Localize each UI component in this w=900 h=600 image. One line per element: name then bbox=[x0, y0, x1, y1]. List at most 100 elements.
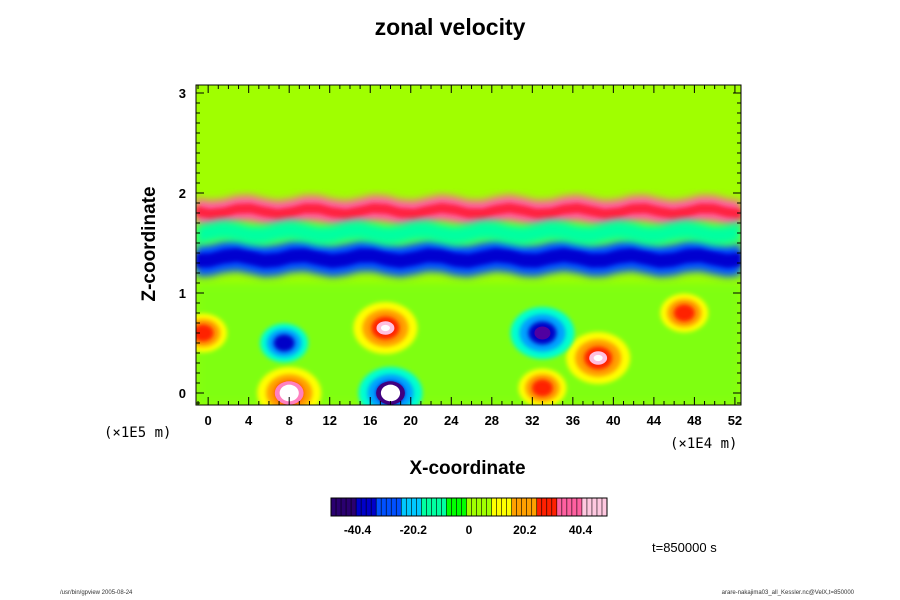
colorbar-segment bbox=[496, 498, 503, 516]
footer-source: arare-nakajima03_all_Kessler.nc@VelX,t=8… bbox=[721, 590, 854, 596]
plot-frame bbox=[195, 84, 742, 406]
y-tick-label: 0 bbox=[179, 386, 186, 401]
colorbar-segment bbox=[486, 498, 493, 516]
chart-title: zonal velocity bbox=[374, 14, 526, 40]
colorbar-segment bbox=[426, 498, 432, 516]
x-tick-label: 8 bbox=[286, 413, 293, 428]
colorbar-segment bbox=[491, 498, 498, 516]
heatmap-field bbox=[196, 85, 741, 405]
field-feature-3 bbox=[353, 302, 418, 354]
colorbar-segment bbox=[561, 498, 568, 516]
colorbar-segment bbox=[531, 498, 538, 516]
y-axis-unit: (×1E5 m) bbox=[104, 425, 172, 441]
x-tick-label: 4 bbox=[245, 413, 253, 428]
field-feature-10 bbox=[510, 307, 575, 359]
y-tick-label: 2 bbox=[179, 186, 186, 201]
field-feature-0 bbox=[196, 195, 741, 227]
colorbar-segment bbox=[471, 498, 478, 516]
colorbar-segment bbox=[521, 498, 528, 516]
colorbar-segment bbox=[341, 498, 347, 516]
x-tick-label: 28 bbox=[485, 413, 499, 428]
colorbar-segment bbox=[581, 498, 588, 516]
x-axis-label: X-coordinate bbox=[409, 458, 526, 479]
field-feature-9 bbox=[358, 367, 423, 405]
colorbar-tick-label: -20.2 bbox=[400, 523, 428, 537]
colorbar-segment bbox=[556, 498, 563, 516]
x-axis-unit: (×1E4 m) bbox=[670, 436, 738, 452]
colorbar-segment bbox=[421, 498, 427, 516]
colorbar-segment bbox=[396, 498, 402, 516]
colorbar: -40.4 -20.2 0 20.2 40.4 bbox=[330, 497, 608, 537]
colorbar-segment bbox=[331, 498, 337, 516]
colorbar-segment bbox=[351, 498, 357, 516]
colorbar-segment bbox=[536, 498, 543, 516]
colorbar-tick-label: 40.4 bbox=[569, 523, 593, 537]
colorbar-tick-label: 20.2 bbox=[513, 523, 537, 537]
colorbar-segment bbox=[336, 498, 342, 516]
field-feature-4 bbox=[660, 293, 709, 333]
x-axis: 0 4 8 12 16 20 24 28 32 36 40 44 48 52 bbox=[197, 85, 742, 428]
colorbar-segment bbox=[371, 498, 377, 516]
colorbar-segment bbox=[356, 498, 362, 516]
colorbar-segment bbox=[586, 498, 593, 516]
x-tick-label: 0 bbox=[205, 413, 212, 428]
field-feature-11 bbox=[260, 323, 309, 363]
x-tick-label: 44 bbox=[647, 413, 662, 428]
colorbar-segment bbox=[386, 498, 392, 516]
x-tick-label: 36 bbox=[566, 413, 580, 428]
colorbar-segment bbox=[571, 498, 578, 516]
colorbar-segment bbox=[401, 498, 407, 516]
colorbar-segment bbox=[566, 498, 573, 516]
field-feature-5 bbox=[196, 313, 228, 353]
colorbar-segment bbox=[466, 498, 473, 516]
field-feature-2 bbox=[196, 220, 741, 246]
colorbar-segment bbox=[596, 498, 603, 516]
colorbar-segment bbox=[511, 498, 518, 516]
colorbar-segment bbox=[446, 498, 452, 516]
colorbar-segment bbox=[506, 498, 513, 516]
x-tick-label: 16 bbox=[363, 413, 377, 428]
field-feature-6 bbox=[566, 332, 631, 384]
colorbar-segment bbox=[451, 498, 457, 516]
colorbar-segment bbox=[456, 498, 462, 516]
x-tick-label: 52 bbox=[728, 413, 742, 428]
colorbar-segment bbox=[576, 498, 583, 516]
y-tick-label: 3 bbox=[179, 86, 186, 101]
colorbar-segment bbox=[441, 498, 447, 516]
colorbar-segment bbox=[366, 498, 372, 516]
colorbar-segment bbox=[406, 498, 412, 516]
x-tick-label: 24 bbox=[444, 413, 459, 428]
field-feature-8 bbox=[257, 367, 322, 405]
x-tick-label: 32 bbox=[525, 413, 539, 428]
time-label: t=850000 s bbox=[652, 540, 717, 555]
colorbar-segment bbox=[346, 498, 352, 516]
colorbar-segment bbox=[376, 498, 382, 516]
colorbar-segment bbox=[546, 498, 553, 516]
colorbar-segment bbox=[381, 498, 387, 516]
x-tick-label: 48 bbox=[687, 413, 701, 428]
x-tick-label: 40 bbox=[606, 413, 620, 428]
x-tick-label: 20 bbox=[404, 413, 418, 428]
colorbar-tick-label: 0 bbox=[466, 523, 473, 537]
field-feature-1 bbox=[196, 239, 741, 277]
colorbar-segment bbox=[541, 498, 548, 516]
colorbar-segment bbox=[591, 498, 598, 516]
x-tick-label: 12 bbox=[322, 413, 336, 428]
colorbar-segment bbox=[501, 498, 508, 516]
colorbar-segment bbox=[431, 498, 437, 516]
colorbar-segment bbox=[391, 498, 397, 516]
colorbar-segment bbox=[416, 498, 422, 516]
footer-command: /usr/bin/gpview 2005-08-24 bbox=[60, 590, 133, 596]
colorbar-segment bbox=[411, 498, 417, 516]
y-tick-label: 1 bbox=[179, 286, 186, 301]
colorbar-tick-label: -40.4 bbox=[344, 523, 372, 537]
colorbar-segment bbox=[526, 498, 533, 516]
colorbar-frame bbox=[330, 497, 608, 517]
y-axis: 0 1 2 3 bbox=[179, 86, 741, 404]
colorbar-segment bbox=[476, 498, 483, 516]
field-feature-7 bbox=[518, 368, 567, 405]
colorbar-segment bbox=[481, 498, 488, 516]
colorbar-segment bbox=[516, 498, 523, 516]
colorbar-segment bbox=[551, 498, 558, 516]
